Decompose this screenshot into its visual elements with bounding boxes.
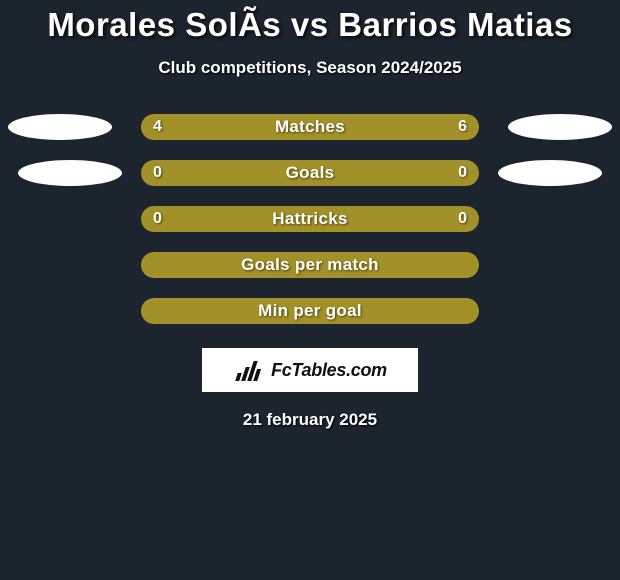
stat-value-right: 6 — [458, 114, 467, 140]
stat-value-right: 0 — [458, 206, 467, 232]
stat-label: Min per goal — [258, 301, 362, 321]
stat-label: Hattricks — [272, 209, 347, 229]
stat-label: Goals per match — [241, 255, 379, 275]
logo-box: FcTables.com — [202, 348, 418, 392]
stat-pill: 0 Hattricks 0 — [141, 206, 479, 232]
page-title: Morales SolÃ­s vs Barrios Matias — [0, 6, 620, 44]
stat-value-left: 0 — [153, 206, 162, 232]
stat-label: Matches — [275, 117, 345, 137]
player-right-marker — [508, 114, 612, 140]
logo-text: FcTables.com — [271, 360, 387, 381]
comparison-card: Morales SolÃ­s vs Barrios Matias Club co… — [0, 0, 620, 430]
stat-pill: Min per goal — [141, 298, 479, 324]
date-label: 21 february 2025 — [0, 410, 620, 430]
stat-pill: Goals per match — [141, 252, 479, 278]
stat-pill: 0 Goals 0 — [141, 160, 479, 186]
stat-row: 0 Hattricks 0 — [0, 206, 620, 232]
stat-row: 4 Matches 6 — [0, 114, 620, 140]
stat-row: Goals per match — [0, 252, 620, 278]
player-left-marker — [8, 114, 112, 140]
stat-pill: 4 Matches 6 — [141, 114, 479, 140]
stat-value-left: 4 — [153, 114, 162, 140]
player-left-marker — [18, 160, 122, 186]
subtitle: Club competitions, Season 2024/2025 — [0, 58, 620, 78]
stat-label: Goals — [286, 163, 335, 183]
stat-row: Min per goal — [0, 298, 620, 324]
bars-icon — [233, 357, 267, 383]
stat-row: 0 Goals 0 — [0, 160, 620, 186]
stat-value-left: 0 — [153, 160, 162, 186]
stat-rows: 4 Matches 6 0 Goals 0 0 Hattricks 0 — [0, 114, 620, 324]
player-right-marker — [498, 160, 602, 186]
stat-value-right: 0 — [458, 160, 467, 186]
